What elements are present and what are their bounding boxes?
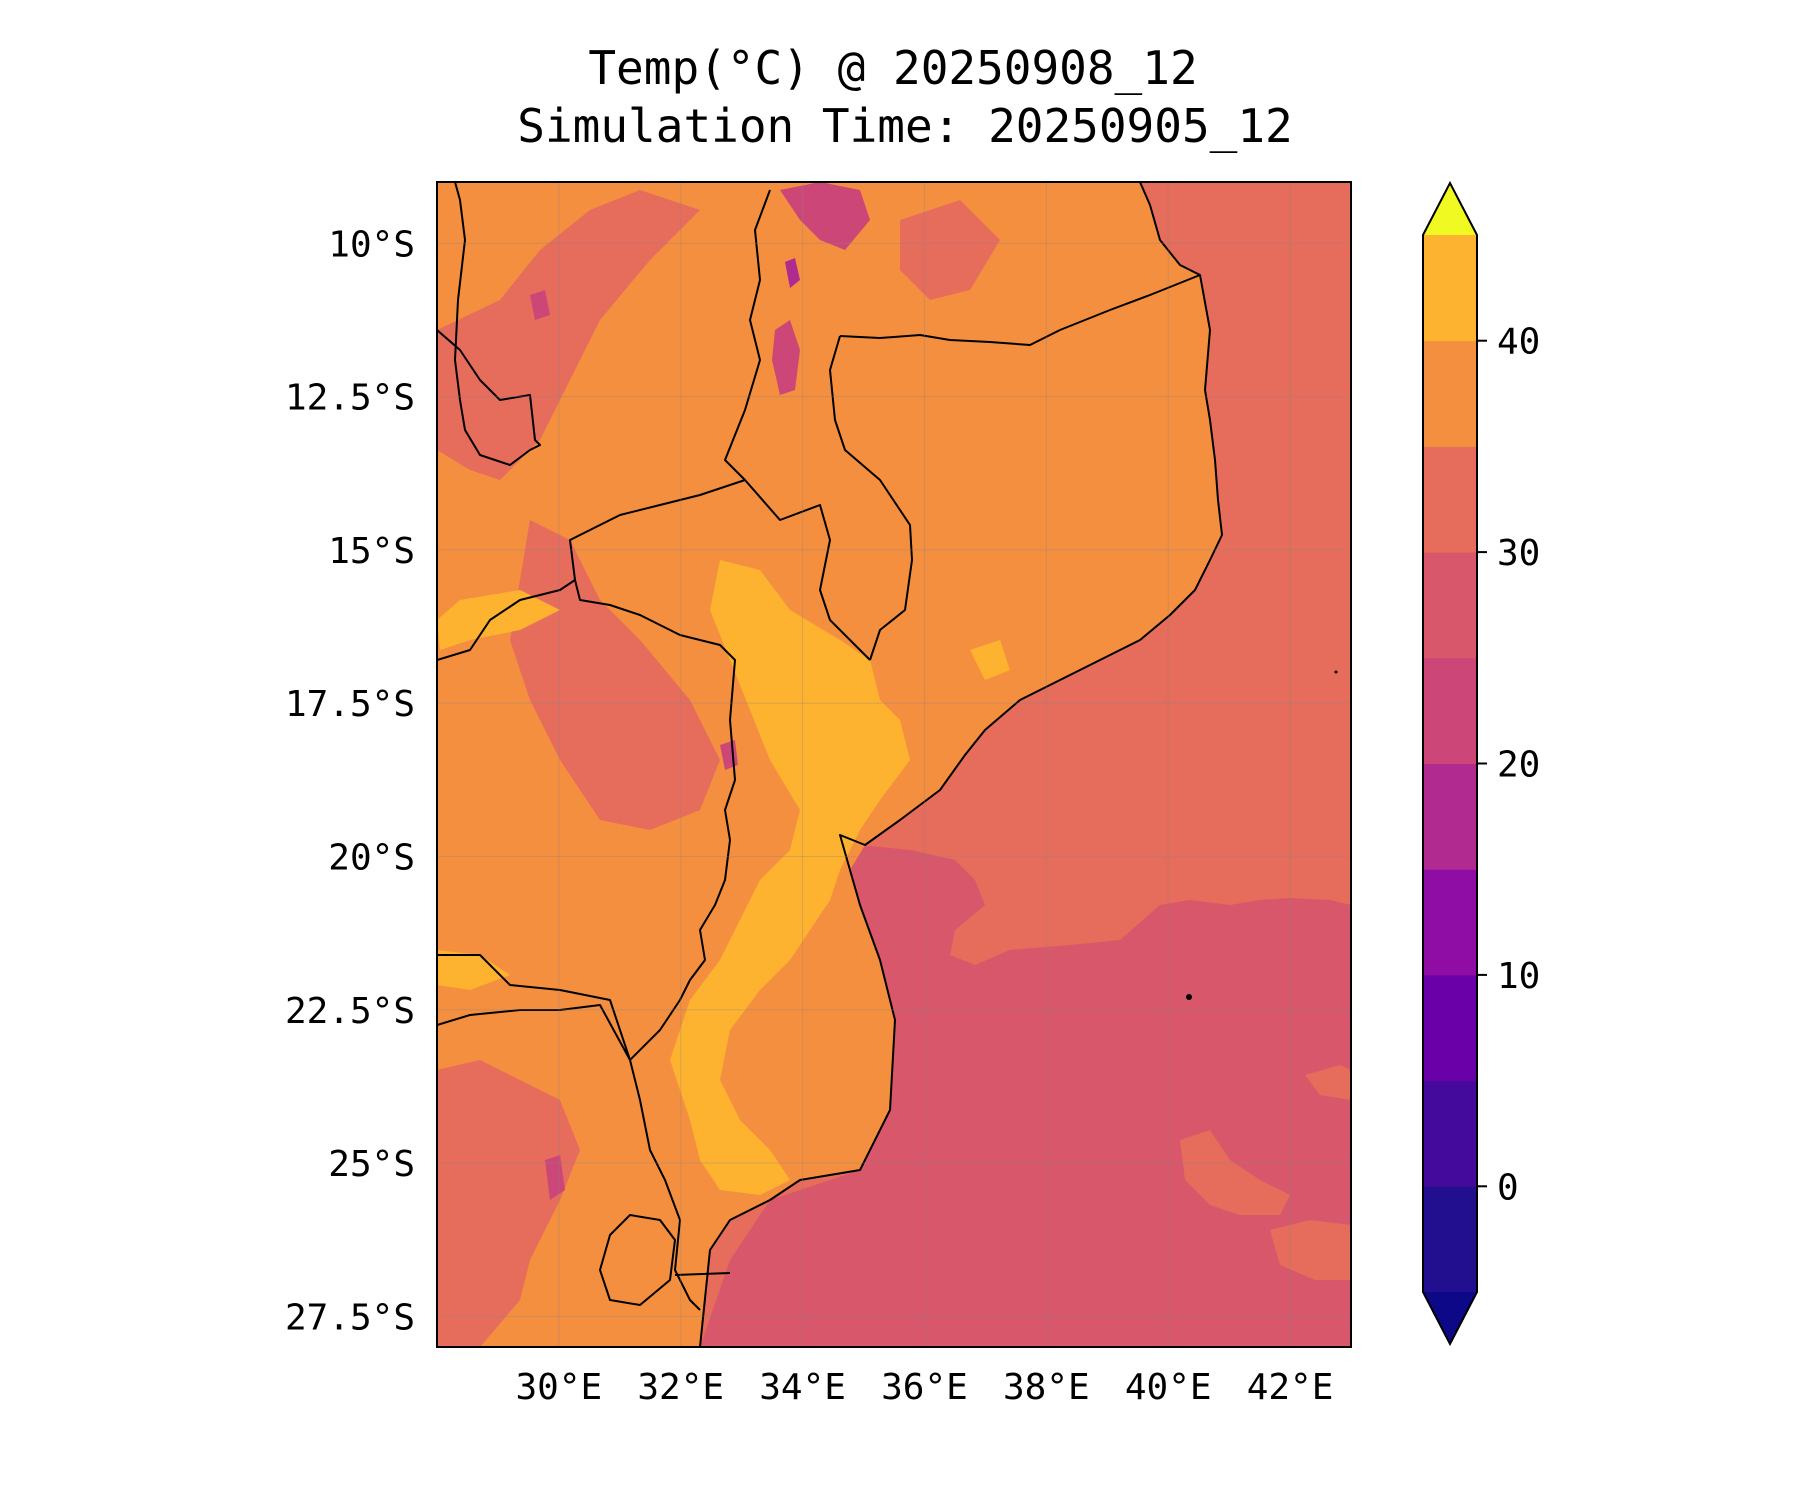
colorbar-extend-min bbox=[1423, 1292, 1477, 1344]
border-south-africa-mozambique-south bbox=[674, 1272, 731, 1276]
highland-cool-region bbox=[780, 182, 870, 250]
gridlines bbox=[437, 182, 1351, 1347]
colorbar-segment bbox=[1423, 1080, 1477, 1187]
ocean-cool-region bbox=[700, 830, 1351, 1347]
colorbar-segment bbox=[1423, 869, 1477, 976]
y-tick-label: 20°S bbox=[328, 837, 415, 878]
highland-cool-region bbox=[772, 320, 800, 395]
x-tick-label: 32°E bbox=[637, 1367, 724, 1408]
colorbar-outline bbox=[1422, 180, 1478, 1347]
border-zambia-mozambique bbox=[569, 479, 746, 841]
ocean-warm-patch bbox=[1305, 1065, 1351, 1100]
border-zambia-zimbabwe bbox=[437, 579, 576, 661]
coastline bbox=[699, 182, 1223, 1347]
map-title: Temp(°C) @ 20250908_12 bbox=[588, 41, 1198, 95]
ocean-warm-patch bbox=[1180, 1130, 1290, 1215]
colorbar-tick-label: 40 bbox=[1497, 322, 1540, 363]
border-zimbabwe-mozambique bbox=[629, 839, 731, 1061]
x-tick-label: 40°E bbox=[1125, 1367, 1212, 1408]
border-south-africa-mozambique bbox=[629, 1059, 701, 1311]
land-moderate-region bbox=[510, 520, 720, 830]
colorbar-segment bbox=[1423, 1186, 1477, 1293]
y-tick-label: 25°S bbox=[328, 1144, 415, 1185]
land-hot-region bbox=[437, 950, 510, 990]
land-hot-region bbox=[437, 590, 560, 650]
colorbar: 0 10 20 30 40 bbox=[1422, 180, 1540, 1347]
x-axis-tick-labels: 30°E 32°E 34°E 36°E 38°E 40°E 42°E bbox=[516, 1367, 1334, 1408]
y-tick-label: 12.5°S bbox=[285, 378, 415, 419]
colorbar-tick-label: 10 bbox=[1497, 956, 1540, 997]
ocean-warm-patch bbox=[1270, 1220, 1351, 1280]
border-malawi-east bbox=[829, 335, 913, 661]
colorbar-segment bbox=[1423, 763, 1477, 870]
y-tick-label: 15°S bbox=[328, 531, 415, 572]
x-tick-label: 38°E bbox=[1003, 1367, 1090, 1408]
colorbar-tick-label: 20 bbox=[1497, 745, 1540, 786]
colorbar-tick-label: 30 bbox=[1497, 533, 1540, 574]
border-lines bbox=[437, 182, 1223, 1347]
land-moderate-region bbox=[437, 1060, 580, 1347]
border-zambia-north bbox=[437, 182, 541, 466]
y-tick-label: 22.5°S bbox=[285, 991, 415, 1032]
colorbar-tick-label: 0 bbox=[1497, 1167, 1519, 1208]
colorbar-segment bbox=[1423, 657, 1477, 764]
y-axis-tick-labels: 10°S 12.5°S 15°S 17.5°S 20°S 22.5°S 25°S 27.5°S bbox=[285, 224, 415, 1338]
colorbar-segment bbox=[1423, 974, 1477, 1082]
x-tick-label: 36°E bbox=[881, 1367, 968, 1408]
colorbar-segment bbox=[1423, 340, 1477, 447]
y-tick-label: 27.5°S bbox=[285, 1297, 415, 1338]
land-hot-region bbox=[970, 640, 1010, 680]
y-tick-label: 17.5°S bbox=[285, 684, 415, 725]
x-tick-label: 34°E bbox=[759, 1367, 846, 1408]
x-tick-label: 42°E bbox=[1247, 1367, 1334, 1408]
border-zimbabwe-botswana bbox=[437, 954, 631, 1061]
land-hot-region bbox=[670, 560, 910, 1195]
border-tanzania-mozambique bbox=[839, 274, 1201, 346]
border-eswatini bbox=[599, 1214, 676, 1306]
colorbar-segment bbox=[1423, 235, 1477, 342]
x-tick-label: 30°E bbox=[516, 1367, 603, 1408]
simulation-time-subtitle: Simulation Time: 20250905_12 bbox=[517, 99, 1293, 153]
colorbar-extend-max bbox=[1423, 183, 1477, 235]
land-moderate-region bbox=[900, 200, 1000, 300]
map-frame bbox=[436, 181, 1352, 1348]
colorbar-segment bbox=[1423, 446, 1477, 553]
y-tick-label: 10°S bbox=[328, 224, 415, 265]
island-marker bbox=[1334, 670, 1338, 674]
island-marker bbox=[1186, 994, 1192, 1000]
land-moderate-region bbox=[437, 190, 700, 480]
highland-cool-region bbox=[530, 290, 550, 320]
colorbar-segment bbox=[1423, 552, 1477, 659]
highland-cool-region bbox=[545, 1155, 565, 1200]
map-panel bbox=[437, 182, 1351, 1347]
border-south-africa-north bbox=[437, 1004, 631, 1061]
highland-cool-region bbox=[785, 258, 800, 288]
